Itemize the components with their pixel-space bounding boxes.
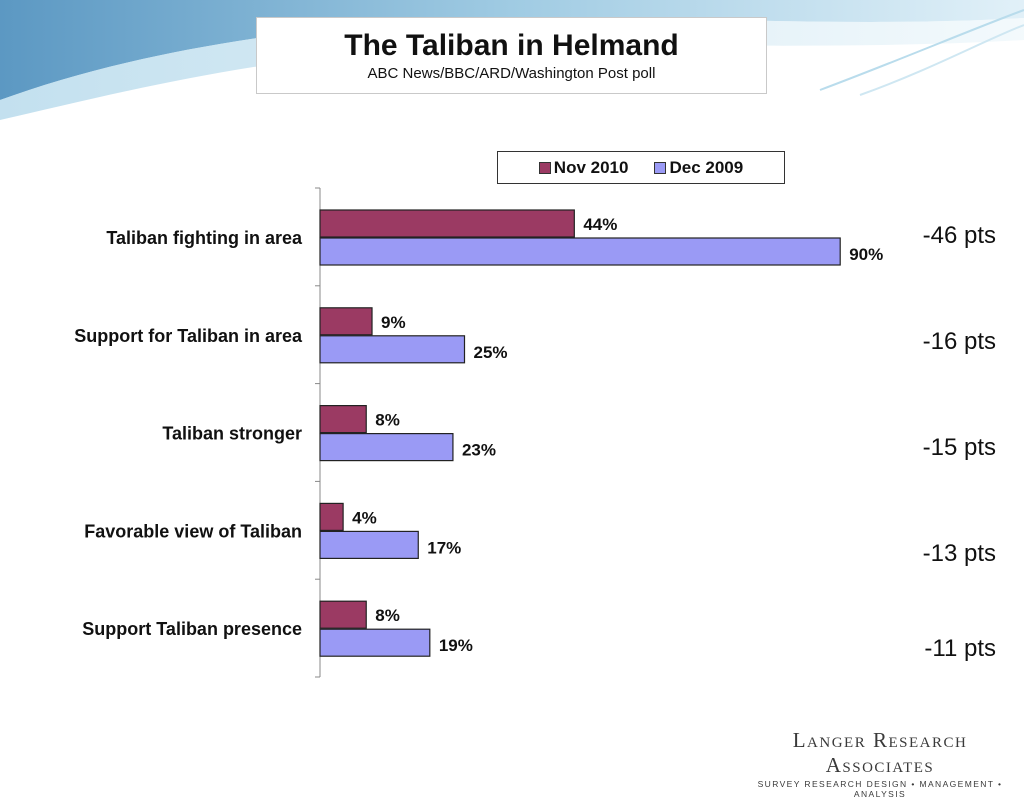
logo-tagline: SURVEY RESEARCH DESIGN • MANAGEMENT • AN… [757,779,1003,799]
legend-label-dec-2009: Dec 2009 [669,157,744,177]
legend-item-dec-2009: Dec 2009 [654,158,743,178]
value-label-nov-2010: 9% [381,313,406,332]
bar-dec-2009 [319,335,466,364]
legend-swatch-dec-2009 [654,161,667,174]
bar-nov-2010 [319,307,373,336]
category-label: Taliban fighting in area [106,228,303,248]
delta-label-2: -16 pts [922,328,996,355]
legend-item-nov-2010: Nov 2010 [538,157,629,178]
bar-nov-2010 [319,209,575,238]
value-label-dec-2009: 90% [849,245,883,264]
bar-dec-2009 [319,530,419,560]
category-label: Support Taliban presence [82,619,302,639]
bar-nov-2010 [319,405,367,434]
value-label-dec-2009: 17% [427,538,461,557]
category-label: Favorable view of Taliban [84,521,302,541]
value-label-dec-2009: 23% [462,441,496,460]
bar-nov-2010 [319,502,344,531]
delta-label-4: -13 pts [922,540,996,567]
value-label-nov-2010: 8% [375,606,400,625]
bar-dec-2009 [319,628,431,657]
value-label-nov-2010: 8% [375,411,400,430]
bar-chart: Taliban fighting in area 44% 90% Support fo… [74,187,883,678]
chart-title: The Taliban in Helmand [344,29,679,62]
bar-dec-2009 [319,433,454,462]
legend-label-nov-2010: Nov 2010 [553,157,629,177]
logo-name: Langer Research Associates [744,728,1016,778]
value-label-nov-2010: 4% [352,508,377,527]
value-label-dec-2009: 25% [474,343,508,362]
value-label-nov-2010: 44% [583,215,617,234]
title-box: The Taliban in Helmand ABC News/BBC/ARD/… [256,17,767,94]
value-label-dec-2009: 19% [439,636,473,655]
delta-label-5: -11 pts [924,635,996,662]
company-logo: Langer Research Associates SURVEY RESEAR… [744,728,1016,799]
delta-label-3: -15 pts [922,434,996,461]
bar-nov-2010 [319,600,367,629]
delta-label-1: -46 pts [922,222,996,249]
category-label: Taliban stronger [162,424,302,444]
legend-swatch-nov-2010 [538,161,551,174]
bar-dec-2009 [319,237,841,266]
chart-legend: Nov 2010 Dec 2009 [497,151,785,184]
category-label: Support for Taliban in area [74,326,303,346]
logo-name-text: Langer Research Associates [792,728,968,777]
chart-subtitle: ABC News/BBC/ARD/Washington Post poll [367,65,656,82]
